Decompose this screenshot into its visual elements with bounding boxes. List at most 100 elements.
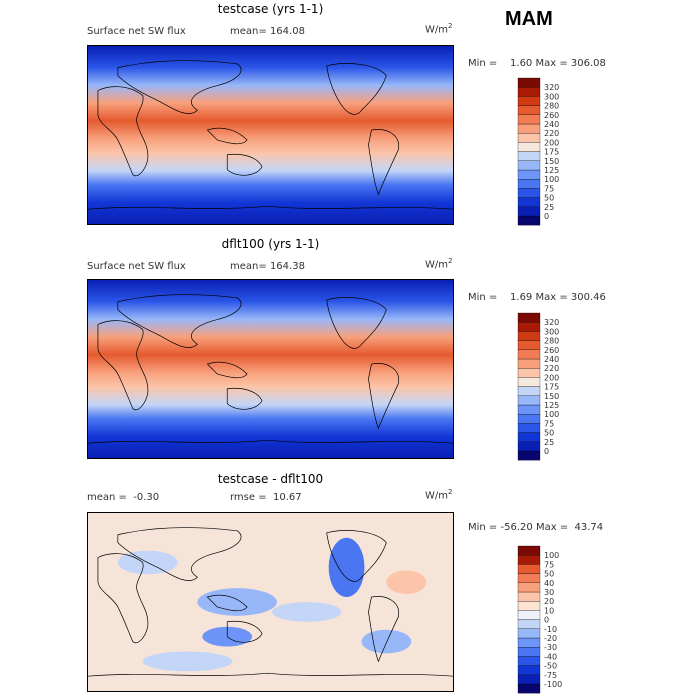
panel-3-unit-base: W/m	[425, 490, 448, 502]
colorbar-tick-label: 100	[544, 551, 559, 560]
colorbar-tick-label: 200	[544, 373, 559, 382]
colorbar-bin	[517, 619, 541, 629]
colorbar-tick-label: 50	[544, 429, 554, 438]
panel-2-unit-exp: 2	[448, 257, 453, 265]
panel-3-minmax: Min = -56.20 Max = 43.74	[468, 522, 603, 533]
colorbar-bin	[517, 555, 541, 565]
colorbar-bin	[517, 197, 541, 207]
colorbar-tick-label: -100	[544, 680, 562, 689]
colorbar-tick-label: 240	[544, 355, 559, 364]
colorbar-tick-label: -30	[544, 643, 557, 652]
colorbar-bin	[517, 637, 541, 648]
colorbar-bin	[517, 87, 541, 97]
panel-2-colorbar-bins	[517, 312, 541, 461]
panel-3-coastlines	[88, 527, 453, 677]
colorbar-bin	[517, 312, 541, 323]
colorbar-bin	[517, 441, 541, 452]
panel-3-rmse-label: rmse =	[230, 492, 267, 503]
panel-2-map	[87, 279, 454, 459]
colorbar-bin	[517, 133, 541, 143]
panel-2-mean-value: 164.38	[269, 261, 305, 272]
colorbar-bin	[517, 665, 541, 675]
panel-2-max-value: 300.46	[570, 292, 606, 303]
panel-1-mean-label: mean=	[230, 26, 267, 37]
panel-1-field-label: Surface net SW flux	[87, 26, 186, 37]
panel-3-mean: mean = -0.30	[87, 492, 159, 503]
colorbar-tick-label: 100	[544, 175, 559, 184]
panel-2-unit-base: W/m	[425, 259, 448, 271]
panel-3-unit: W/m2	[425, 488, 452, 501]
panel-1-field	[88, 46, 453, 224]
colorbar-tick-label: 150	[544, 157, 559, 166]
panel-3-rmse-value: 10.67	[272, 492, 302, 503]
panel-3-colorbar-bins	[517, 545, 541, 694]
colorbar-bin	[517, 331, 541, 341]
colorbar-tick-label: 125	[544, 401, 559, 410]
colorbar-tick-label: 0	[544, 616, 549, 625]
panel-3-rmse: rmse = 10.67	[230, 492, 302, 503]
colorbar-tick-label: 260	[544, 111, 559, 120]
colorbar-tick-label: 50	[544, 570, 554, 579]
panel-2-min-value: 1.69	[510, 292, 533, 303]
colorbar-tick-label: 30	[544, 588, 554, 597]
panel-3-min-value: -56.20	[500, 522, 533, 533]
colorbar-bin	[517, 656, 541, 666]
colorbar-bin	[517, 601, 541, 611]
colorbar-bin	[517, 450, 541, 461]
colorbar-tick-label: 125	[544, 166, 559, 175]
colorbar-tick-label: 10	[544, 606, 554, 615]
colorbar-bin	[517, 105, 541, 115]
colorbar-tick-label: -40	[544, 652, 557, 661]
panel-2-unit: W/m2	[425, 257, 452, 270]
colorbar-bin	[517, 414, 541, 424]
panel-3-max-label: Max =	[535, 522, 569, 533]
colorbar-bin	[517, 169, 541, 180]
panel-1-minmax: Min = 1.60 Max = 306.08	[468, 58, 606, 69]
colorbar-bin	[517, 647, 541, 657]
colorbar-tick-label: 280	[544, 102, 559, 111]
panel-1-min-value: 1.60	[510, 58, 533, 69]
colorbar-bin	[517, 206, 541, 217]
colorbar-tick-label: -50	[544, 662, 557, 671]
colorbar-bin	[517, 404, 541, 415]
colorbar-bin	[517, 432, 541, 442]
colorbar-bin	[517, 368, 541, 378]
colorbar-tick-label: 100	[544, 410, 559, 419]
colorbar-bin	[517, 423, 541, 433]
colorbar-tick-label: 220	[544, 129, 559, 138]
colorbar-tick-label: 175	[544, 148, 559, 157]
colorbar-tick-label: 300	[544, 327, 559, 336]
colorbar-bin	[517, 188, 541, 198]
colorbar-tick-label: 150	[544, 392, 559, 401]
season-label: MAM	[505, 8, 553, 30]
panel-2-mean-label: mean=	[230, 261, 267, 272]
colorbar-tick-label: -20	[544, 634, 557, 643]
panel-1-mean-value: 164.08	[269, 26, 305, 37]
panel-1-mean: mean= 164.08	[230, 26, 305, 37]
colorbar-bin	[517, 582, 541, 593]
colorbar-bin	[517, 349, 541, 360]
colorbar-bin	[517, 340, 541, 350]
colorbar-bin	[517, 151, 541, 161]
colorbar-bin	[517, 573, 541, 583]
panel-2-min-label: Min =	[468, 292, 498, 303]
panel-3-unit-exp: 2	[448, 488, 453, 496]
colorbar-bin	[517, 674, 541, 685]
colorbar-bin	[517, 564, 541, 574]
panel-1-coastlines	[88, 60, 453, 210]
panel-1-unit: W/m2	[425, 22, 452, 35]
panel-1-min-label: Min =	[468, 58, 498, 69]
panel-3-title: testcase - dflt100	[217, 472, 324, 486]
panel-2-max-label: Max =	[535, 292, 568, 303]
colorbar-tick-label: -10	[544, 625, 557, 634]
panel-1-map	[87, 45, 454, 225]
colorbar-tick-label: 260	[544, 346, 559, 355]
colorbar-bin	[517, 96, 541, 106]
colorbar-tick-label: 75	[544, 184, 554, 193]
colorbar-tick-label: 25	[544, 203, 554, 212]
